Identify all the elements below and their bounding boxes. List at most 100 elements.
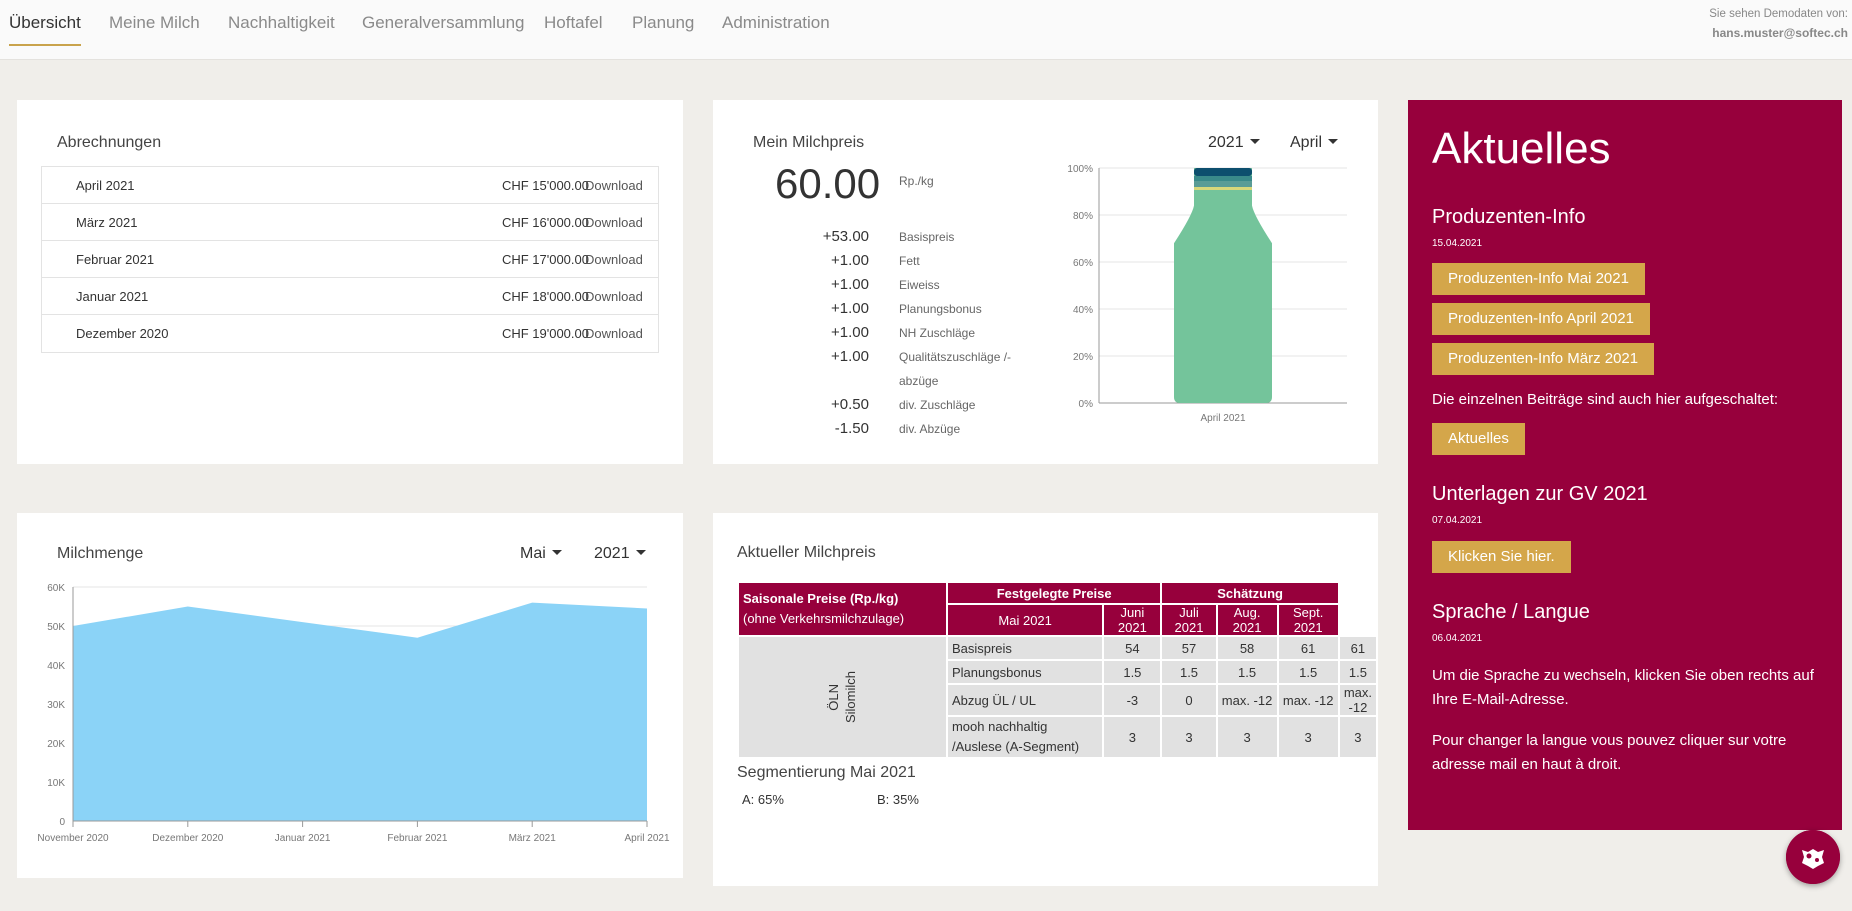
- tab-meine-milch[interactable]: Meine Milch: [109, 13, 200, 32]
- produzenten-info-date: 15.04.2021: [1432, 238, 1483, 249]
- milchpreis-title: Mein Milchpreis: [753, 134, 865, 151]
- tab-administration[interactable]: Administration: [722, 13, 830, 32]
- month-dropdown-value: April: [1290, 134, 1323, 151]
- y-tick-label: 40K: [47, 661, 65, 672]
- year-dropdown[interactable]: 2021: [1208, 134, 1260, 152]
- abrechnung-amount: CHF 19'000.00: [501, 326, 589, 341]
- bottle-cap: [1194, 168, 1252, 176]
- table-header-month: Juni 2021: [1102, 603, 1163, 637]
- y-tick-label: 10K: [47, 778, 65, 789]
- table-cell: max. -12: [1337, 683, 1379, 717]
- produzenten-info-maerz-button[interactable]: Produzenten-Info März 2021: [1432, 343, 1655, 375]
- x-tick-label: Februar 2021: [387, 833, 447, 844]
- gv-date: 07.04.2021: [1432, 515, 1483, 526]
- table-cell: 3: [1215, 715, 1279, 759]
- produzenten-info-april-button[interactable]: Produzenten-Info April 2021: [1432, 303, 1650, 335]
- milchmenge-card: Milchmenge Mai 2021 0 10K 20K 30K 40K 50K 60K N…: [17, 513, 683, 878]
- chevron-down-icon: [635, 549, 646, 555]
- breakdown-label: div. Zuschläge: [899, 398, 976, 412]
- table-cell: 3: [1276, 715, 1340, 759]
- tab-nachhaltigkeit[interactable]: Nachhaltigkeit: [228, 13, 335, 32]
- breakdown-value: +1.00: [831, 348, 869, 365]
- y-tick-label: 50K: [47, 622, 65, 633]
- abrechnung-month: Februar 2021: [76, 252, 155, 267]
- produzenten-info-mai-button[interactable]: Produzenten-Info Mai 2021: [1432, 263, 1645, 295]
- table-cell: 1.5: [1215, 659, 1279, 685]
- oeln-label: ÖLN: [826, 683, 842, 711]
- chevron-down-icon: [1249, 138, 1260, 144]
- breakdown-value: +1.00: [831, 276, 869, 293]
- tab-uebersicht[interactable]: Übersicht: [9, 0, 81, 46]
- x-tick-label: November 2020: [37, 833, 109, 844]
- table-cell: -3: [1102, 683, 1163, 717]
- breakdown-value: +53.00: [822, 228, 869, 245]
- sprache-text-de: Um die Sprache zu wechseln, klicken Sie …: [1432, 667, 1814, 708]
- table-cell: 57: [1160, 635, 1218, 661]
- year-dropdown[interactable]: 2021: [594, 545, 646, 563]
- aktuelles-title: Aktuelles: [1432, 124, 1611, 173]
- breakdown-row: +1.00 NH Zuschläge: [713, 324, 1043, 348]
- month-dropdown[interactable]: April: [1290, 134, 1339, 152]
- gv-heading: Unterlagen zur GV 2021: [1432, 483, 1648, 505]
- abrechnung-amount: CHF 16'000.00: [501, 215, 589, 230]
- month-dropdown-value: Mai: [520, 545, 546, 562]
- breakdown-label: abzüge: [899, 374, 939, 388]
- help-button[interactable]: [1786, 830, 1840, 884]
- x-tick-label: Dezember 2020: [152, 833, 224, 844]
- download-link[interactable]: Download: [585, 289, 643, 304]
- table-cell: 61: [1276, 635, 1340, 661]
- table-cell: 0: [1160, 683, 1218, 717]
- abrechnung-month: Januar 2021: [76, 289, 149, 304]
- aktuelles-panel: Aktuelles Produzenten-Info 15.04.2021 Pr…: [1408, 100, 1842, 830]
- table-header-estimate: Schätzung: [1160, 581, 1340, 605]
- breakdown-row: +1.00 Fett: [713, 252, 1043, 276]
- y-tick-label: 60%: [1073, 258, 1093, 269]
- tab-generalversammlung[interactable]: Generalversammlung: [362, 13, 525, 32]
- breakdown-row: +1.00 Eiweiss: [713, 276, 1043, 300]
- y-tick-label: 80%: [1073, 211, 1093, 222]
- aktuelles-link-button[interactable]: Aktuelles: [1432, 423, 1525, 455]
- breakdown-row: +1.00 Qualitätszuschläge /-: [713, 348, 1043, 372]
- breakdown-label: Fett: [899, 254, 920, 268]
- breakdown-label: NH Zuschläge: [899, 326, 976, 340]
- breakdown-label: div. Abzüge: [899, 422, 961, 436]
- download-link[interactable]: Download: [585, 252, 643, 267]
- row-label: Planungsbonus: [945, 659, 1105, 685]
- breakdown-value: +1.00: [831, 252, 869, 269]
- month-dropdown[interactable]: Mai: [520, 545, 562, 563]
- chevron-down-icon: [551, 549, 562, 555]
- table-cell: max. -12: [1276, 683, 1340, 717]
- breakdown-label: Eiweiss: [899, 278, 940, 292]
- price-table: Saisonale Preise (Rp./kg) (ohne Verkehrs…: [737, 581, 1379, 759]
- tab-hoftafel[interactable]: Hoftafel: [544, 13, 603, 32]
- silomilch-label: Silomilch: [843, 670, 859, 723]
- table-row: Dezember 2020 CHF 19'000.00 Download: [42, 315, 658, 352]
- sprache-date: 06.04.2021: [1432, 633, 1483, 644]
- x-tick-label: April 2021: [1200, 413, 1245, 424]
- year-dropdown-value: 2021: [594, 545, 630, 562]
- table-cell: 1.5: [1160, 659, 1218, 685]
- y-tick-label: 30K: [47, 700, 65, 711]
- download-link[interactable]: Download: [585, 326, 643, 341]
- breakdown-label: Basispreis: [899, 230, 955, 244]
- chevron-down-icon: [1328, 138, 1339, 144]
- table-header-main: Saisonale Preise (Rp./kg) (ohne Verkehrs…: [737, 581, 948, 637]
- table-side-label: ÖLN Silomilch: [737, 635, 948, 759]
- abrechnungen-title: Abrechnungen: [57, 134, 162, 151]
- segment-a: A: 65%: [742, 792, 784, 807]
- table-cell: 58: [1215, 635, 1279, 661]
- download-link[interactable]: Download: [585, 215, 643, 230]
- breakdown-row: +53.00 Basispreis: [713, 228, 1043, 252]
- user-email-link[interactable]: hans.muster@softec.ch: [1712, 26, 1848, 40]
- y-tick-label: 20K: [47, 739, 65, 750]
- milk-bottle-chart: 0% 20% 40% 60% 80% 100% April 2021: [1067, 164, 1347, 424]
- tab-planung[interactable]: Planung: [632, 13, 695, 32]
- table-cell: 61: [1337, 635, 1379, 661]
- table-cell: max. -12: [1215, 683, 1279, 717]
- breakdown-row: abzüge: [713, 372, 1043, 396]
- segment-title: Segmentierung Mai 2021: [737, 764, 916, 781]
- download-link[interactable]: Download: [585, 178, 643, 193]
- table-header-month: Aug. 2021: [1215, 603, 1279, 637]
- gv-button[interactable]: Klicken Sie hier.: [1432, 541, 1571, 573]
- breakdown-row: +0.50 div. Zuschläge: [713, 396, 1043, 420]
